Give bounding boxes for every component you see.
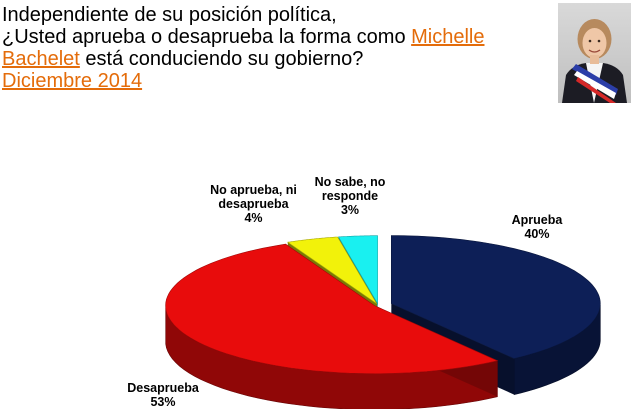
date-link[interactable]: Diciembre 2014: [2, 70, 143, 92]
label-aprueba: Aprueba 40%: [492, 213, 582, 241]
title-line-3: Bachelet está conduciendo su gobierno?: [2, 48, 547, 70]
label-ns-nr: No sabe, no responde 3%: [305, 175, 395, 217]
chart-title: Independiente de su posición política, ¿…: [2, 4, 547, 92]
label-desaprueba-line: Desaprueba: [127, 381, 199, 395]
president-portrait-photo: [558, 3, 631, 103]
label-desaprueba: Desaprueba 53%: [118, 381, 208, 409]
label-ni-ni-line: 4%: [244, 211, 263, 225]
title-question: ¿Usted aprueba o desaprueba la forma com…: [2, 26, 412, 48]
label-aprueba-line: 40%: [524, 227, 550, 241]
label-desaprueba-line: 53%: [150, 395, 176, 409]
name-link-michelle[interactable]: Michelle: [411, 26, 485, 48]
label-aprueba-line: Aprueba: [511, 213, 563, 227]
title-line-1: Independiente de su posición política,: [2, 4, 337, 26]
title-question-end: está conduciendo su gobierno?: [79, 48, 364, 70]
label-ns-nr-line: 3%: [340, 203, 360, 217]
label-ni-ni-line: No aprueba, ni: [210, 183, 297, 197]
title-line-2: ¿Usted aprueba o desaprueba la forma com…: [2, 26, 547, 48]
name-link-bachelet[interactable]: Bachelet: [2, 48, 80, 70]
slice-desaprueba: [165, 243, 499, 409]
title-line-4: Diciembre 2014: [2, 70, 547, 92]
label-ns-nr-line: No sabe, no: [314, 175, 386, 189]
label-ni-ni-line: desaprueba: [218, 197, 289, 211]
label-ni-ni: No aprueba, ni desaprueba 4%: [196, 183, 311, 225]
label-ns-nr-line: responde: [321, 189, 379, 203]
